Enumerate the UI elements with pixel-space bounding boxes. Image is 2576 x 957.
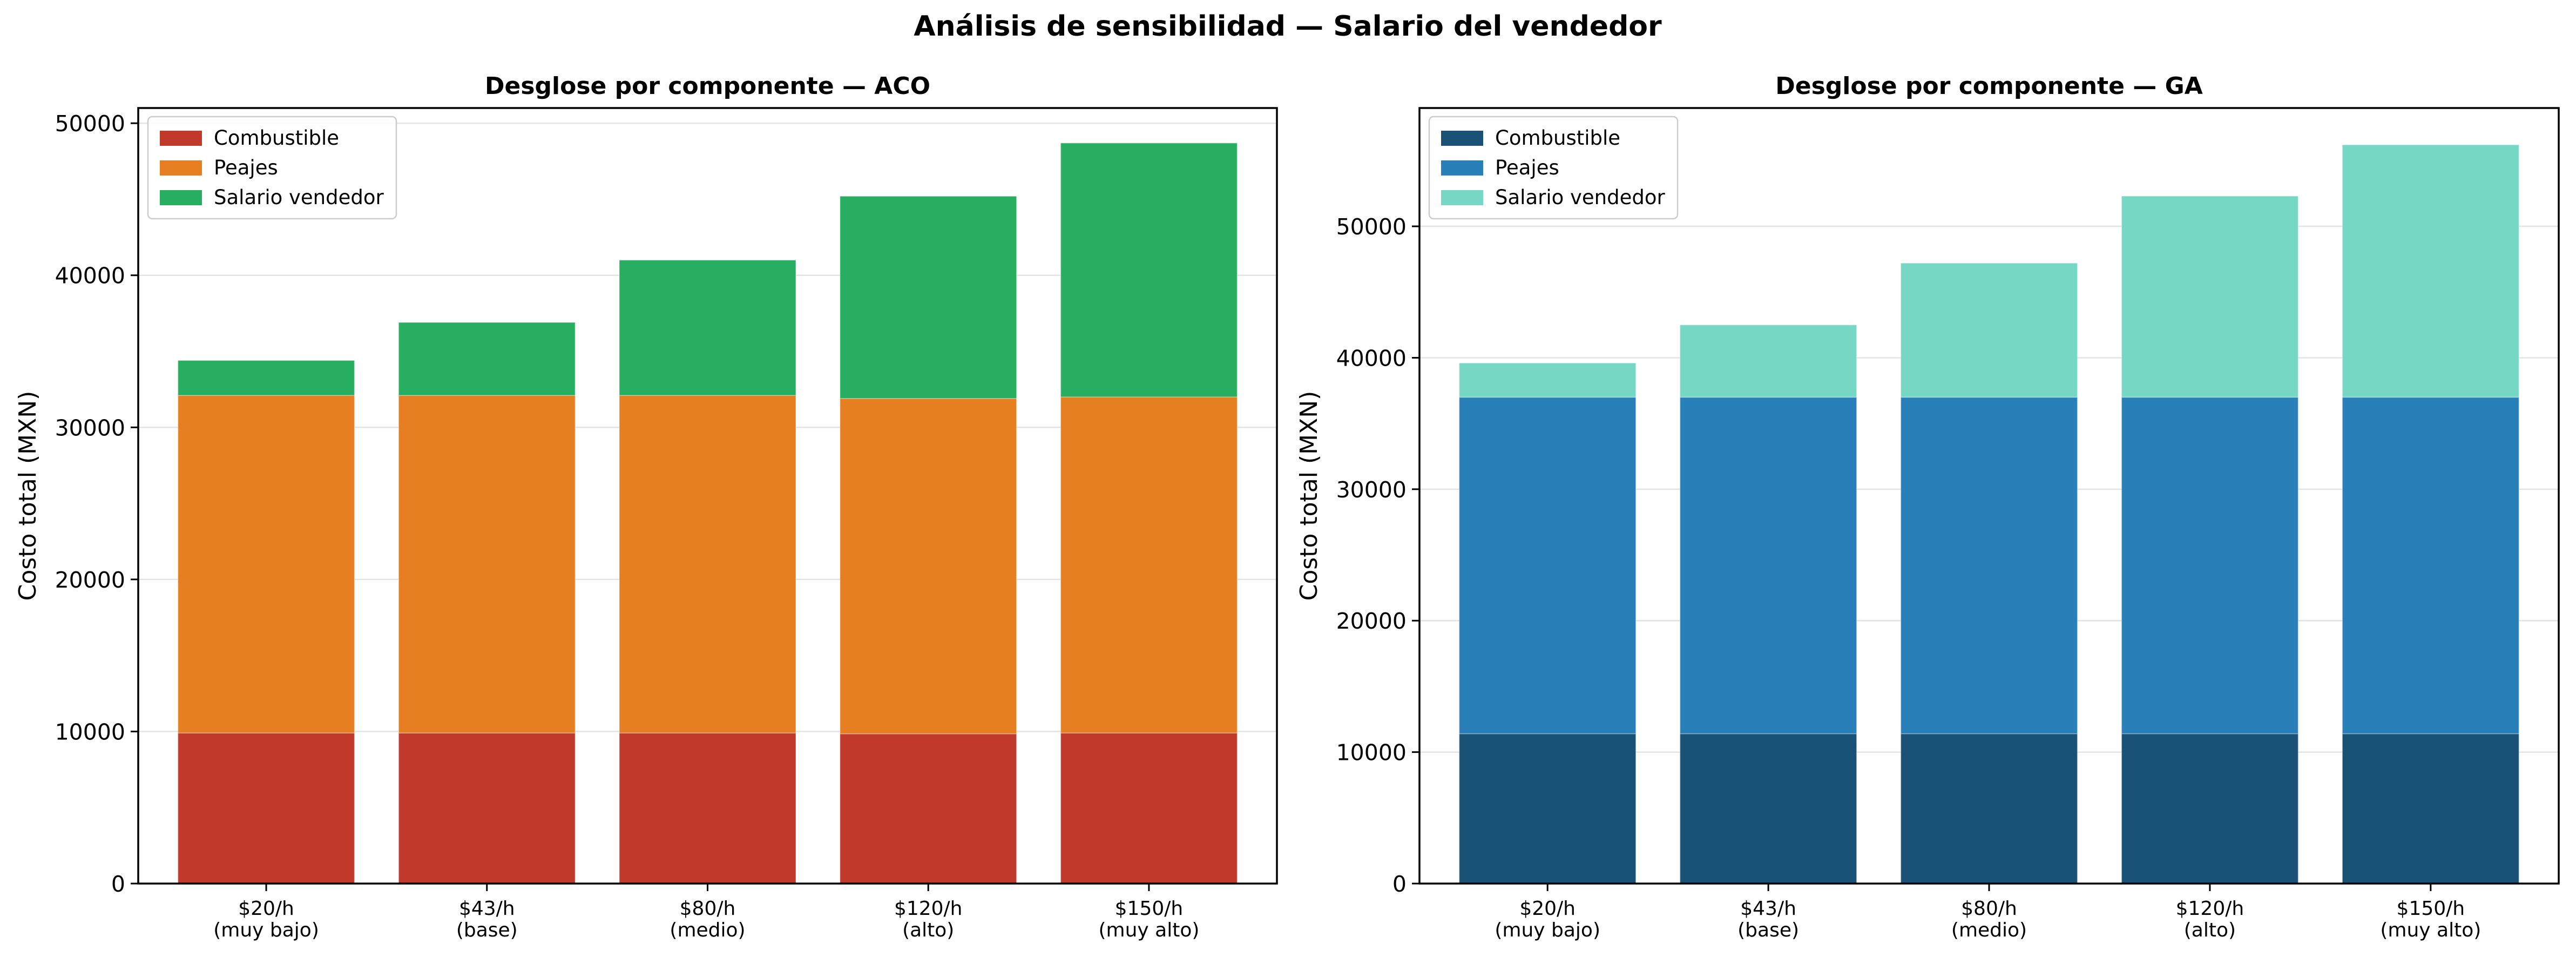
ga-ylabel: Costo total (MXN) (1295, 391, 1323, 601)
aco-bar-combustible (1060, 732, 1238, 884)
ga-xtick-label: (medio) (1951, 919, 2027, 941)
aco-ylabel: Costo total (MXN) (14, 391, 42, 601)
aco-bar-peajes (177, 395, 355, 733)
aco-bar-salario-vendedor (839, 196, 1017, 399)
ga-ytick-label: 50000 (1336, 214, 1407, 240)
aco-ytick-label: 30000 (55, 415, 125, 441)
aco-bar-salario-vendedor (177, 360, 355, 396)
ga-xtick-label: $150/h (2397, 898, 2465, 920)
ga-bar-combustible (2121, 733, 2299, 884)
ga-legend-swatch (1441, 131, 1483, 146)
aco-legend-swatch (160, 131, 202, 146)
ga-legend-label: Combustible (1495, 126, 1620, 150)
aco-xtick-label: (muy alto) (1098, 919, 1199, 941)
aco-legend-swatch (160, 190, 202, 205)
ga-xtick-label: $20/h (1519, 898, 1576, 920)
aco-legend-swatch (160, 160, 202, 176)
ga-bar-peajes (1900, 396, 2078, 734)
aco-bar-combustible (177, 732, 355, 884)
aco-xtick-label: (medio) (670, 919, 745, 941)
ga-xtick-label: (muy alto) (2380, 919, 2481, 941)
aco-ytick-label: 20000 (55, 567, 125, 593)
aco-bar-combustible (398, 732, 576, 884)
ga-ytick-label: 40000 (1336, 345, 1407, 371)
ga-xtick-label: $80/h (1961, 898, 2017, 920)
aco-chart-title: Desglose por componente — ACO (485, 72, 930, 100)
aco-bar-peajes (839, 398, 1017, 734)
ga-xtick-label: $43/h (1740, 898, 1796, 920)
aco-bar-salario-vendedor (398, 322, 576, 396)
aco-xtick-label: $150/h (1115, 898, 1184, 920)
ga-bar-salario-vendedor (2342, 144, 2520, 398)
ga-bar-peajes (2342, 396, 2520, 734)
ga-bar-peajes (1458, 396, 1637, 734)
ga-bar-salario-vendedor (1900, 262, 2078, 398)
ga-legend-swatch (1441, 160, 1483, 176)
aco-bar-peajes (619, 395, 796, 733)
aco-bar-peajes (398, 395, 576, 733)
aco-chart: 0 10000 20000 30000 40000 50000 $20/h(muy bajo… (14, 72, 1278, 941)
ga-bar-combustible (1458, 733, 1637, 884)
ga-ytick-label: 30000 (1336, 477, 1407, 503)
aco-legend-label: Peajes (214, 156, 278, 179)
ga-xtick-label: (base) (1737, 919, 1799, 941)
ga-ytick-label: 10000 (1336, 740, 1407, 766)
ga-legend-label: Salario vendedor (1495, 186, 1665, 209)
aco-legend-label: Salario vendedor (214, 186, 384, 209)
aco-legend-box (147, 116, 397, 220)
ga-bar-salario-vendedor (1679, 324, 1857, 398)
aco-bar-combustible (839, 733, 1017, 884)
aco-xtick-label: $80/h (680, 898, 736, 920)
aco-xtick-label: $43/h (459, 898, 515, 920)
ga-bar-combustible (1900, 733, 2078, 884)
aco-xtick-label: $120/h (894, 898, 963, 920)
ga-xtick-label: (muy bajo) (1495, 919, 1600, 941)
ga-bar-peajes (2121, 396, 2299, 734)
ga-ytick-label: 20000 (1336, 608, 1407, 634)
ga-chart: 0 10000 20000 30000 40000 50000 $20/h(muy bajo… (1295, 72, 2560, 941)
ga-legend-swatch (1441, 190, 1483, 205)
aco-legend-label: Combustible (214, 126, 339, 150)
ga-axes-frame (1418, 107, 2560, 885)
aco-ytick-label: 40000 (55, 263, 125, 289)
ga-ytick-label: 0 (1392, 871, 1407, 897)
figure-suptitle: Análisis de sensibilidad — Salario del v… (914, 10, 1662, 43)
aco-bar-salario-vendedor (619, 259, 796, 396)
ga-bar-peajes (1679, 396, 1857, 734)
aco-xtick-label: (base) (456, 919, 518, 941)
ga-bar-combustible (2342, 733, 2520, 884)
ga-xtick-label: (alto) (2184, 919, 2236, 941)
aco-ytick-label: 10000 (55, 719, 125, 745)
ga-chart-title: Desglose por componente — GA (1775, 72, 2203, 100)
aco-ytick-label: 50000 (55, 111, 125, 137)
aco-axes-frame (137, 107, 1278, 885)
aco-xtick-label: $20/h (238, 898, 294, 920)
ga-xtick-label: $120/h (2176, 898, 2244, 920)
aco-ytick-label: 0 (111, 871, 125, 897)
ga-bar-salario-vendedor (2121, 196, 2299, 398)
aco-bar-combustible (619, 732, 796, 884)
aco-xtick-label: (alto) (902, 919, 954, 941)
ga-legend-label: Peajes (1495, 156, 1559, 179)
ga-bar-combustible (1679, 733, 1857, 884)
aco-bar-peajes (1060, 396, 1238, 733)
aco-bar-salario-vendedor (1060, 143, 1238, 397)
ga-legend-box (1428, 116, 1679, 220)
ga-bar-salario-vendedor (1458, 362, 1637, 398)
aco-xtick-label: (muy bajo) (213, 919, 319, 941)
